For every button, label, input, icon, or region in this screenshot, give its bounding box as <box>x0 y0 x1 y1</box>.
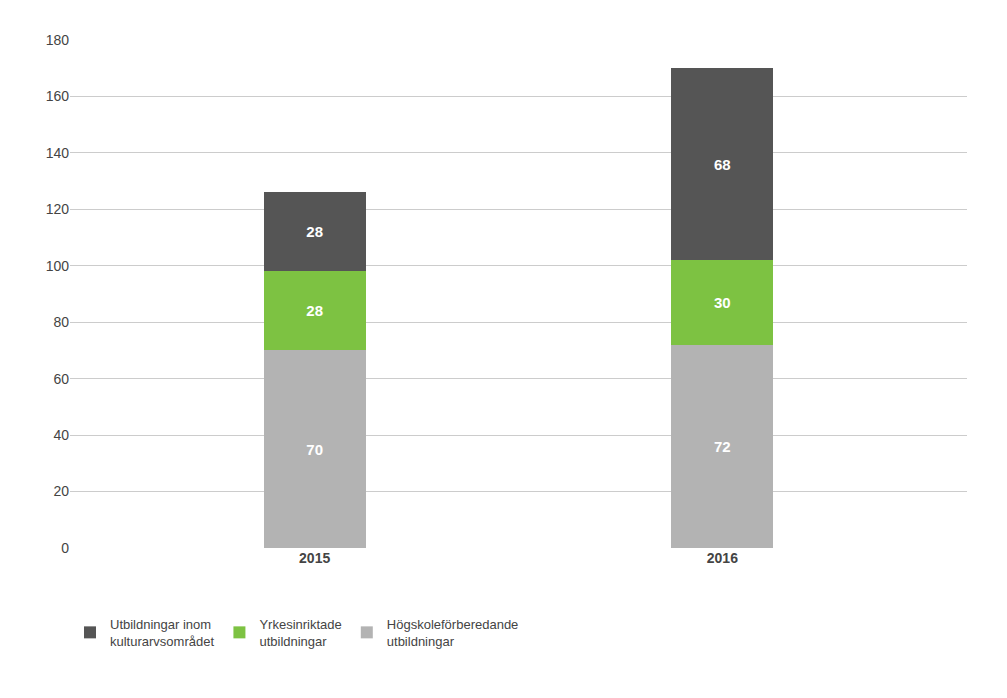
svg-text:100: 100 <box>46 258 70 274</box>
svg-text:30: 30 <box>714 294 731 311</box>
svg-text:60: 60 <box>53 371 69 387</box>
svg-text:68: 68 <box>714 156 731 173</box>
svg-text:0: 0 <box>61 540 69 556</box>
svg-text:20: 20 <box>53 483 69 499</box>
svg-text:120: 120 <box>46 201 70 217</box>
svg-text:72: 72 <box>714 438 731 455</box>
svg-text:2015: 2015 <box>299 550 330 566</box>
svg-text:2016: 2016 <box>707 550 738 566</box>
svg-text:Högskoleförberedandeutbildning: Högskoleförberedandeutbildningar <box>387 617 519 649</box>
svg-text:160: 160 <box>46 88 70 104</box>
svg-text:140: 140 <box>46 145 70 161</box>
svg-text:28: 28 <box>306 302 323 319</box>
svg-text:Yrkesinriktadeutbildningar: Yrkesinriktadeutbildningar <box>259 617 341 649</box>
svg-text:Utbildningar inomkulturarvsomr: Utbildningar inomkulturarvsområdet <box>110 617 214 649</box>
svg-text:70: 70 <box>306 441 323 458</box>
svg-text:28: 28 <box>306 223 323 240</box>
svg-text:80: 80 <box>53 314 69 330</box>
svg-text:180: 180 <box>46 32 70 48</box>
svg-text:40: 40 <box>53 427 69 443</box>
